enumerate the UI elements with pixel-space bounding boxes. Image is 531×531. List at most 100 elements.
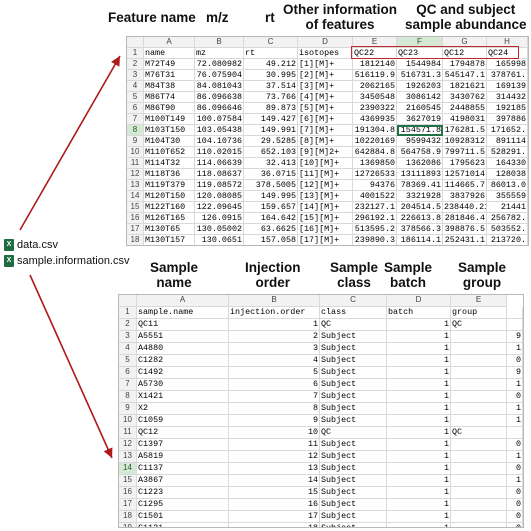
data-column-header[interactable]: D [298,37,353,48]
info-cell[interactable]: 1 [507,343,523,355]
data-row-header[interactable]: 13 [127,180,144,191]
info-cell[interactable]: A5819 [137,451,229,463]
info-row-header[interactable]: 13 [119,451,137,463]
info-column-header[interactable]: A [137,295,229,307]
data-cell[interactable]: 103.05438 [195,125,244,136]
info-row-header[interactable]: 6 [119,367,137,379]
info-cell[interactable]: Subject [320,511,387,523]
data-cell[interactable]: 94376 [353,180,397,191]
data-cell[interactable]: 296192.1 [353,213,397,224]
data-cell[interactable]: 119.08572 [195,180,244,191]
data-cell[interactable]: 2448855 [443,103,487,114]
info-cell[interactable]: Subject [320,343,387,355]
data-cell[interactable]: M119T379 [144,180,195,191]
info-row-header[interactable]: 1 [119,307,137,319]
info-cell[interactable]: 0 [507,355,523,367]
data-cell[interactable]: 281846.4 [443,213,487,224]
data-cell[interactable]: [6][M]+ [298,114,353,125]
data-cell[interactable]: M104T30 [144,136,195,147]
info-cell[interactable]: 0 [507,463,523,475]
data-cell[interactable]: 516119.9 [353,70,397,81]
data-cell[interactable]: 149.991 [244,125,298,136]
data-cell[interactable]: name [144,48,195,59]
data-cell[interactable]: 13111893 [397,169,443,180]
data-cell[interactable]: 3430762 [443,92,487,103]
data-cell[interactable]: M120T150 [144,191,195,202]
info-row-header[interactable]: 3 [119,331,137,343]
info-cell[interactable]: 1 [387,367,451,379]
data-cell[interactable]: 252431.1 [443,235,487,246]
data-cell[interactable]: 1362086 [397,158,443,169]
info-cell[interactable] [451,415,507,427]
data-cell[interactable]: 165998 [487,59,528,70]
info-row-header[interactable]: 7 [119,379,137,391]
data-cell[interactable]: 122.09645 [195,202,244,213]
data-cell[interactable]: 3627019 [397,114,443,125]
info-cell[interactable]: 1 [387,415,451,427]
info-cell[interactable]: 1 [387,511,451,523]
data-cell[interactable]: [13][M]+ [298,191,353,202]
info-cell[interactable]: 8 [229,403,320,415]
info-cell[interactable]: 0 [507,487,523,499]
data-cell[interactable]: 86.096646 [195,103,244,114]
data-cell[interactable]: 398876.5 [443,224,487,235]
data-cell[interactable]: 9599432 [397,136,443,147]
info-cell[interactable]: C1295 [137,499,229,511]
info-cell[interactable]: 1 [507,403,523,415]
info-cell[interactable]: 16 [229,499,320,511]
info-cell[interactable]: 1 [387,439,451,451]
data-csv-file[interactable]: X data.csv [4,239,58,251]
data-row-header[interactable]: 3 [127,70,144,81]
data-row-header[interactable]: 16 [127,213,144,224]
data-cell[interactable]: 29.5285 [244,136,298,147]
info-cell[interactable]: class [320,307,387,319]
info-cell[interactable]: Subject [320,463,387,475]
info-column-header[interactable]: C [320,295,387,307]
data-cell[interactable]: 503552. [487,224,528,235]
data-cell[interactable]: 2062165 [353,81,397,92]
data-cell[interactable]: 652.103 [244,147,298,158]
info-select-all-corner[interactable] [119,295,137,307]
info-cell[interactable]: 7 [229,391,320,403]
info-cell[interactable] [451,439,507,451]
info-cell[interactable]: 1 [387,475,451,487]
data-cell[interactable]: 32.413 [244,158,298,169]
info-cell[interactable] [451,367,507,379]
data-cell[interactable]: 2160545 [397,103,443,114]
sample-info-spreadsheet[interactable]: A B C D E 1 sample.name injection.order class bat… [118,294,524,528]
data-cell[interactable]: 1821621 [443,81,487,92]
data-cell[interactable]: 104.10736 [195,136,244,147]
data-cell[interactable]: 799711.5 [443,147,487,158]
info-cell[interactable]: Subject [320,439,387,451]
info-cell[interactable]: QC [320,319,387,331]
data-cell[interactable]: 110.02015 [195,147,244,158]
data-cell[interactable]: 3837926 [443,191,487,202]
data-cell[interactable]: isotopes [298,48,353,59]
info-row-header[interactable]: 8 [119,391,137,403]
info-cell[interactable]: 1 [507,379,523,391]
data-cell[interactable]: [8][M]+ [298,136,353,147]
info-cell[interactable] [451,451,507,463]
info-cell[interactable] [451,511,507,523]
info-cell[interactable]: C1059 [137,415,229,427]
info-column-header[interactable]: E [451,295,507,307]
data-cell[interactable]: 10928312 [443,136,487,147]
info-cell[interactable]: A4880 [137,343,229,355]
data-cell[interactable]: 114.06639 [195,158,244,169]
data-cell[interactable]: 73.766 [244,92,298,103]
data-cell[interactable]: 397886 [487,114,528,125]
info-cell[interactable] [451,523,507,528]
data-row-header[interactable]: 11 [127,158,144,169]
data-cell[interactable]: 186114.1 [397,235,443,246]
data-cell[interactable]: 30.995 [244,70,298,81]
data-cell[interactable]: 4369935 [353,114,397,125]
info-cell[interactable]: 0 [507,511,523,523]
info-row-header[interactable]: 14 [119,463,137,475]
info-cell[interactable]: 1 [387,451,451,463]
data-cell[interactable]: 86.096638 [195,92,244,103]
data-cell[interactable]: 378.5005 [244,180,298,191]
data-cell[interactable]: 378761. [487,70,528,81]
data-cell[interactable]: M130T157 [144,235,195,246]
data-column-header[interactable]: A [144,37,195,48]
data-cell[interactable]: [3][M]+ [298,81,353,92]
